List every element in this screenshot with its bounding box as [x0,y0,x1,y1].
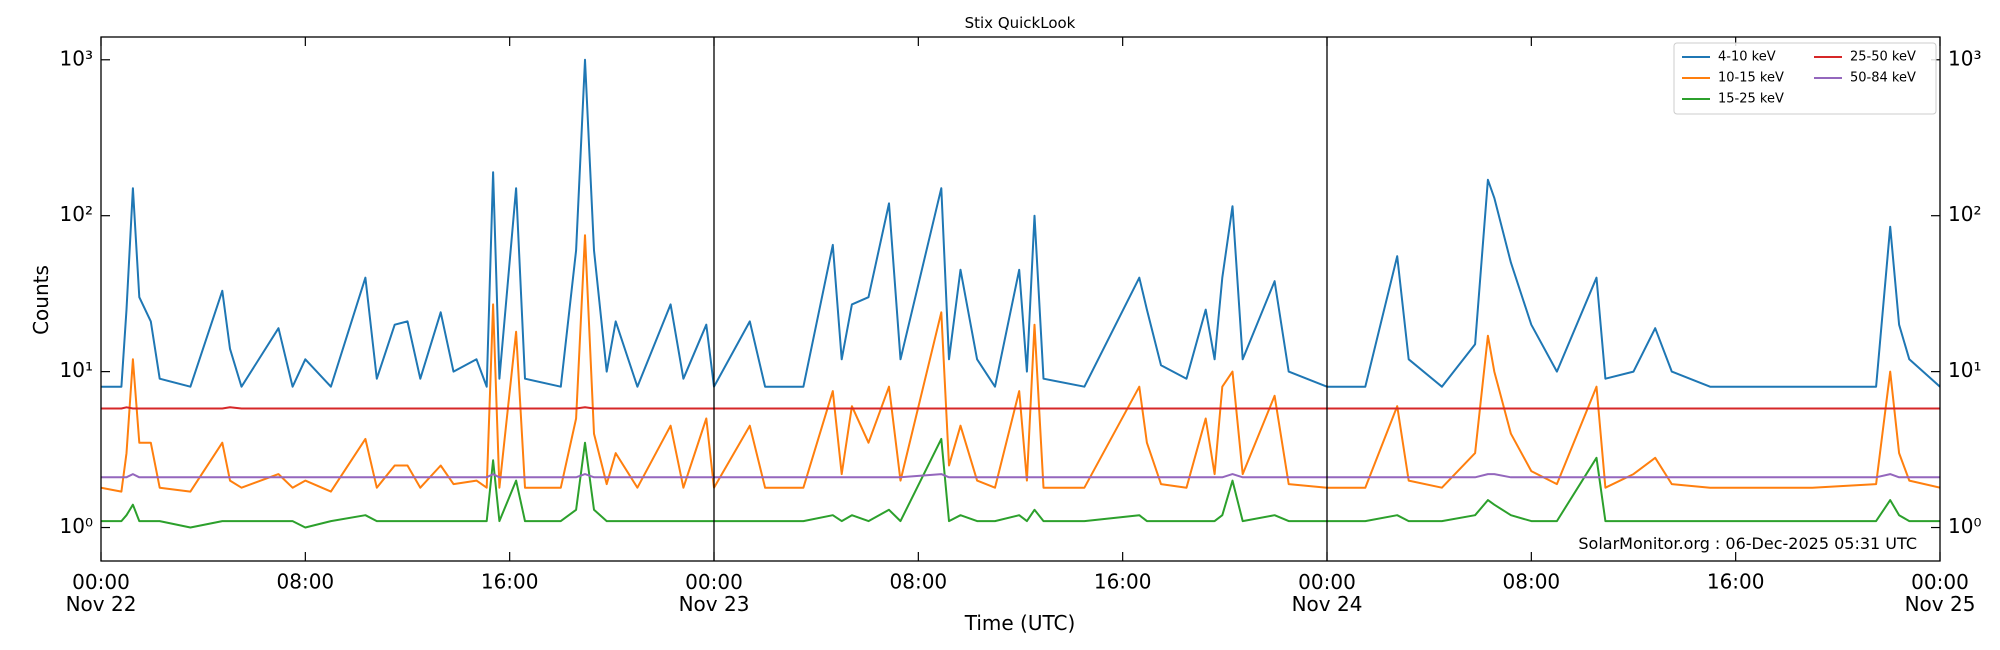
x-tick-label: 16:00 [1707,570,1765,594]
series-line [101,437,1940,529]
y-tick-label: 10² [60,202,93,226]
x-tick-label: 08:00 [277,570,335,594]
y-axis-label: Counts [29,265,53,335]
x-tick-label: 08:00 [1503,570,1561,594]
x-tick-label: 00:00 Nov 25 [1905,570,1976,616]
y-tick-label-right: 10³ [1948,46,1981,70]
plot-frame [100,36,1941,562]
x-axis-label: Time (UTC) [964,611,1076,635]
x-tick-label: 00:00 Nov 23 [679,570,750,616]
chart-title: Stix QuickLook [965,14,1076,32]
x-tick-label: 16:00 [481,570,539,594]
y-tick-label: 10¹ [60,358,93,382]
y-tick-label: 10⁰ [60,514,93,538]
y-tick-label-right: 10⁰ [1948,514,1981,538]
legend-label: 4-10 keV [1718,50,1776,65]
x-tick-label: 16:00 [1094,570,1152,594]
legend-label: 10-15 keV [1718,71,1784,86]
series-line [101,234,1940,493]
series-line [101,473,1940,479]
x-tick-label: 08:00 [890,570,948,594]
y-tick-label: 10³ [60,46,93,70]
x-tick-label: 00:00 Nov 22 [66,570,137,616]
legend-label: 15-25 keV [1718,92,1784,107]
series-line [101,58,1940,388]
legend-label: 25-50 keV [1850,50,1916,65]
y-tick-label-right: 10² [1948,202,1981,226]
x-tick-label: 00:00 Nov 24 [1292,570,1363,616]
legend-label: 50-84 keV [1850,71,1916,86]
legend-box [1673,42,1937,115]
series-line [101,406,1940,410]
y-tick-label-right: 10¹ [1948,358,1981,382]
annotation: SolarMonitor.org : 06-Dec-2025 05:31 UTC [1578,534,1917,553]
